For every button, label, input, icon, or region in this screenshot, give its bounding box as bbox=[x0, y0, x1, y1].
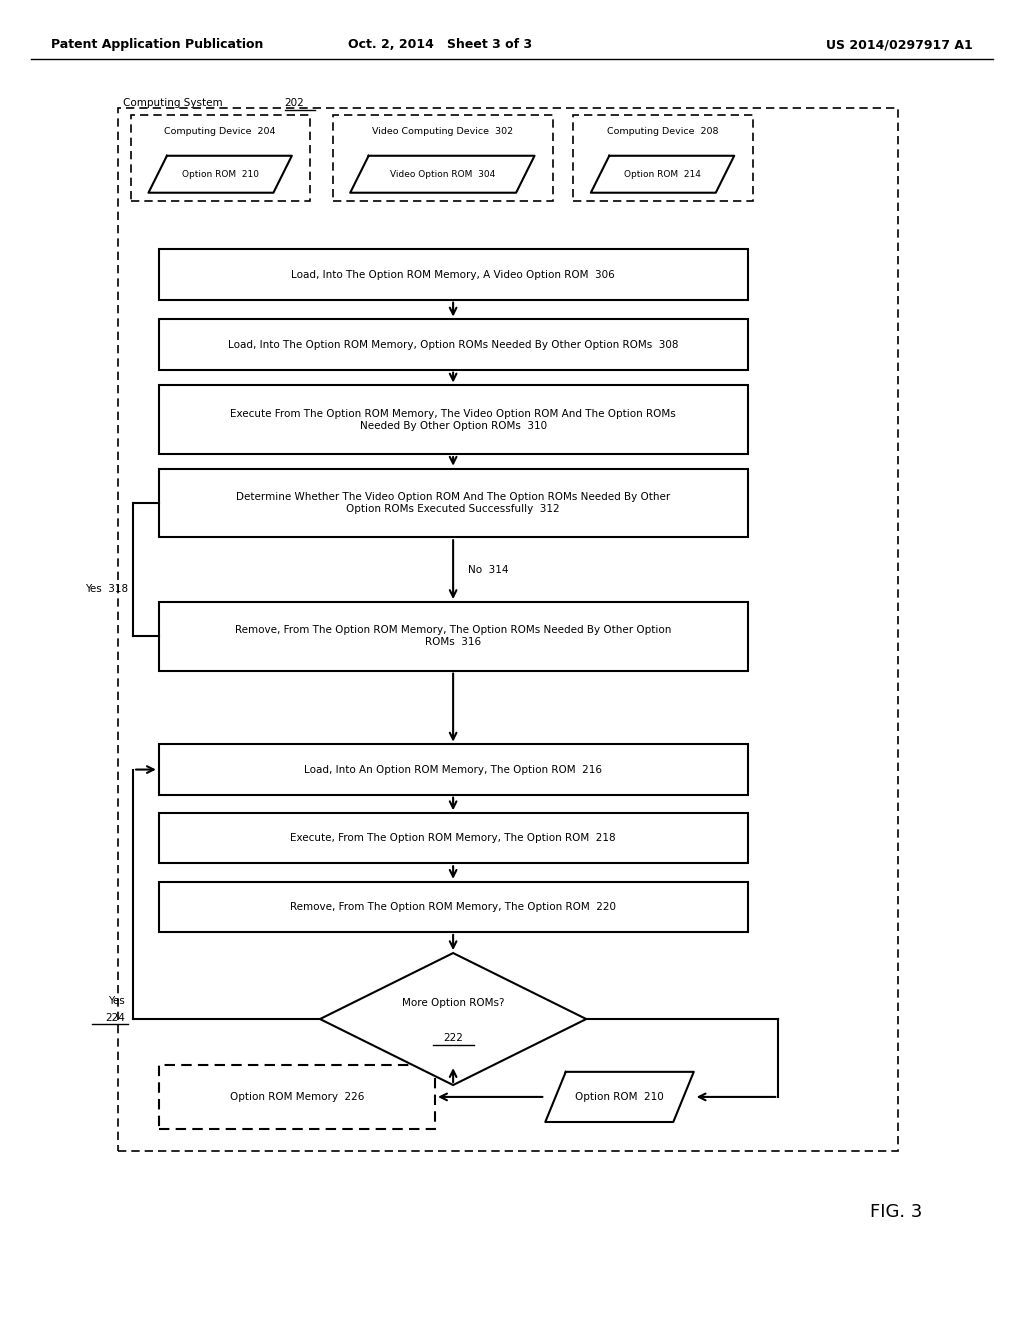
Text: Remove, From The Option ROM Memory, The Option ROMs Needed By Other Option
ROMs : Remove, From The Option ROM Memory, The … bbox=[234, 626, 672, 647]
Text: 222: 222 bbox=[443, 1032, 463, 1043]
FancyBboxPatch shape bbox=[159, 602, 748, 671]
Text: Execute, From The Option ROM Memory, The Option ROM  218: Execute, From The Option ROM Memory, The… bbox=[291, 833, 615, 843]
FancyBboxPatch shape bbox=[333, 115, 553, 201]
Text: US 2014/0297917 A1: US 2014/0297917 A1 bbox=[826, 38, 973, 51]
FancyBboxPatch shape bbox=[159, 744, 748, 795]
FancyBboxPatch shape bbox=[159, 249, 748, 300]
FancyBboxPatch shape bbox=[131, 115, 310, 201]
FancyBboxPatch shape bbox=[159, 385, 748, 454]
Text: 202: 202 bbox=[285, 98, 304, 108]
Text: More Option ROMs?: More Option ROMs? bbox=[401, 998, 505, 1008]
Text: Option ROM  210: Option ROM 210 bbox=[181, 170, 259, 178]
Text: Yes  318: Yes 318 bbox=[85, 583, 128, 594]
Text: Remove, From The Option ROM Memory, The Option ROM  220: Remove, From The Option ROM Memory, The … bbox=[290, 902, 616, 912]
Text: Computing System: Computing System bbox=[123, 98, 229, 108]
Text: Video Option ROM  304: Video Option ROM 304 bbox=[390, 170, 495, 178]
Text: Patent Application Publication: Patent Application Publication bbox=[51, 38, 263, 51]
Text: Option ROM Memory  226: Option ROM Memory 226 bbox=[229, 1092, 365, 1102]
FancyBboxPatch shape bbox=[159, 1065, 435, 1129]
FancyBboxPatch shape bbox=[573, 115, 753, 201]
Text: 224: 224 bbox=[105, 1012, 125, 1023]
Polygon shape bbox=[319, 953, 586, 1085]
Text: Video Computing Device  302: Video Computing Device 302 bbox=[372, 128, 513, 136]
FancyBboxPatch shape bbox=[118, 108, 898, 1151]
Text: Load, Into The Option ROM Memory, Option ROMs Needed By Other Option ROMs  308: Load, Into The Option ROM Memory, Option… bbox=[228, 339, 678, 350]
FancyBboxPatch shape bbox=[159, 813, 748, 863]
Text: Computing Device  208: Computing Device 208 bbox=[607, 128, 718, 136]
Polygon shape bbox=[545, 1072, 694, 1122]
FancyBboxPatch shape bbox=[159, 319, 748, 370]
Text: Computing Device  204: Computing Device 204 bbox=[165, 128, 275, 136]
Text: Execute From The Option ROM Memory, The Video Option ROM And The Option ROMs
Nee: Execute From The Option ROM Memory, The … bbox=[230, 409, 676, 430]
Polygon shape bbox=[591, 156, 734, 193]
FancyBboxPatch shape bbox=[159, 469, 748, 537]
Text: Oct. 2, 2014   Sheet 3 of 3: Oct. 2, 2014 Sheet 3 of 3 bbox=[348, 38, 532, 51]
FancyBboxPatch shape bbox=[159, 882, 748, 932]
Text: No  314: No 314 bbox=[469, 565, 509, 574]
Text: Option ROM  214: Option ROM 214 bbox=[624, 170, 701, 178]
Text: Yes: Yes bbox=[109, 995, 125, 1006]
Text: Determine Whether The Video Option ROM And The Option ROMs Needed By Other
Optio: Determine Whether The Video Option ROM A… bbox=[236, 492, 671, 513]
Text: Load, Into An Option ROM Memory, The Option ROM  216: Load, Into An Option ROM Memory, The Opt… bbox=[304, 764, 602, 775]
Text: FIG. 3: FIG. 3 bbox=[869, 1203, 923, 1221]
Text: Load, Into The Option ROM Memory, A Video Option ROM  306: Load, Into The Option ROM Memory, A Vide… bbox=[291, 269, 615, 280]
Polygon shape bbox=[148, 156, 292, 193]
Polygon shape bbox=[350, 156, 535, 193]
Text: Option ROM  210: Option ROM 210 bbox=[575, 1092, 664, 1102]
